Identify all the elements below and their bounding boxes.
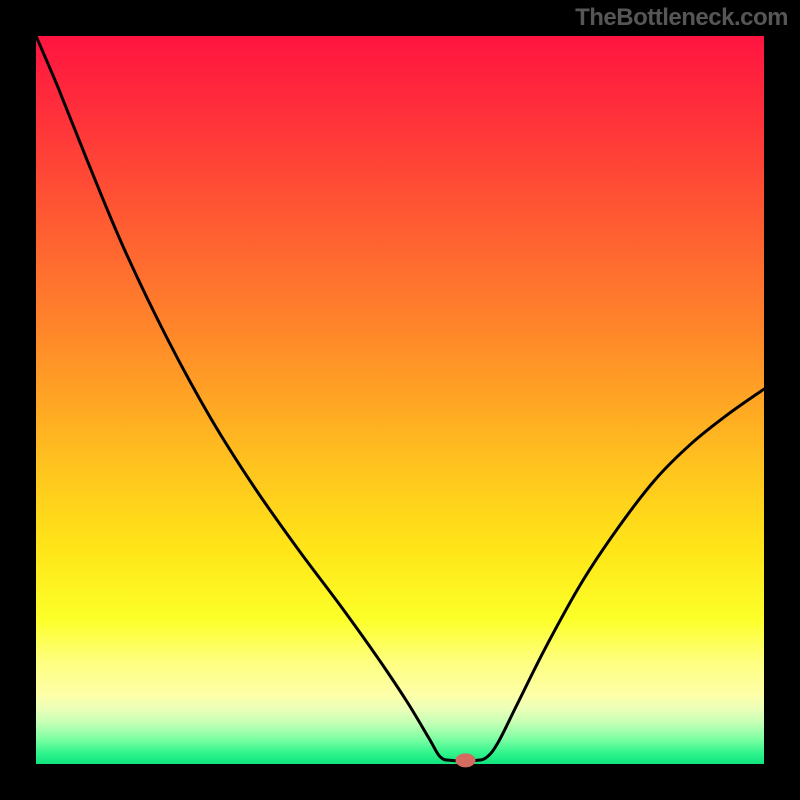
bottleneck-curve-chart	[0, 0, 800, 800]
chart-frame: TheBottleneck.com	[0, 0, 800, 800]
optimal-point-marker	[456, 753, 476, 767]
watermark-text: TheBottleneck.com	[575, 4, 788, 32]
gradient-background	[36, 36, 764, 764]
